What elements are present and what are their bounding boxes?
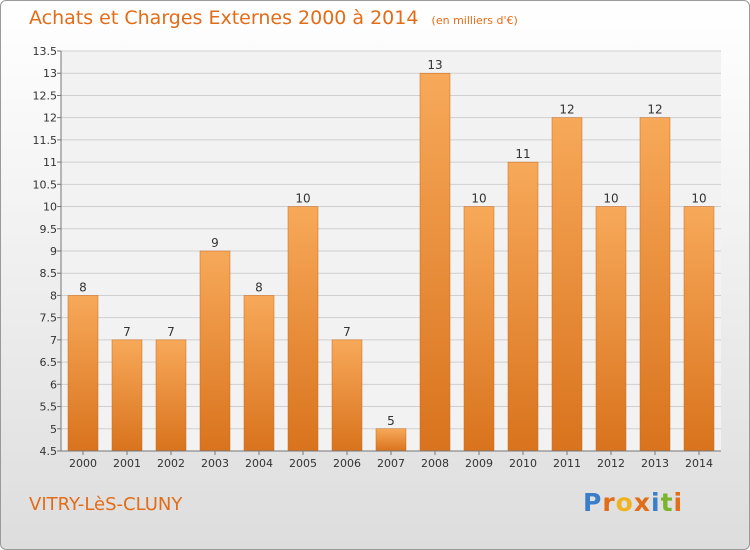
data-label-2002: 7 xyxy=(167,325,175,339)
x-tick-label: 2012 xyxy=(597,457,625,470)
title-row: Achats et Charges Externes 2000 à 2014 (… xyxy=(29,7,518,29)
logo-letter: P xyxy=(583,488,603,517)
axes: 4.5 5 5.5 6 6.5 7 7.5 8 8.5 9 9.5 10 10.5 11 11.5 12 12.… xyxy=(33,45,721,470)
y-tick-label: 7 xyxy=(50,334,57,347)
y-tick-label: 12.5 xyxy=(33,89,58,102)
x-tick-label: 2009 xyxy=(465,457,493,470)
y-tick-label: 6.5 xyxy=(40,356,58,369)
data-label-2005: 10 xyxy=(295,192,310,206)
bar-2002 xyxy=(155,339,187,452)
y-tick-label: 12 xyxy=(43,112,57,125)
y-tick-label: 10.5 xyxy=(33,178,58,191)
chart-title: Achats et Charges Externes 2000 à 2014 xyxy=(29,7,419,29)
x-tick-label: 2004 xyxy=(245,457,273,470)
bar-2014 xyxy=(683,206,715,452)
logo-letter: t xyxy=(660,488,674,517)
data-labels: 8 7 7 9 8 10 7 5 13 10 11 12 10 12 10 xyxy=(79,58,706,428)
x-tick-label: 2008 xyxy=(421,457,449,470)
logo-letter: o xyxy=(615,488,634,517)
bars xyxy=(67,72,715,452)
bar-2003 xyxy=(199,250,231,452)
bar-2009 xyxy=(463,206,495,452)
logo-letter: i xyxy=(651,488,661,517)
data-label-2014: 10 xyxy=(691,192,706,206)
y-tick-label: 6 xyxy=(50,378,57,391)
x-tick-label: 2011 xyxy=(553,457,581,470)
bar-2008 xyxy=(419,72,451,452)
y-tick-label: 5 xyxy=(50,423,57,436)
x-tick-label: 2005 xyxy=(289,457,317,470)
bar-2006 xyxy=(331,339,363,452)
x-tick-label: 2014 xyxy=(685,457,713,470)
y-tick-label: 11.5 xyxy=(33,134,58,147)
chart-unit: (en milliers d'€) xyxy=(431,14,518,27)
data-label-2006: 7 xyxy=(343,325,351,339)
bar-2001 xyxy=(111,339,143,452)
data-label-2004: 8 xyxy=(255,280,263,294)
x-tick-label: 2002 xyxy=(157,457,185,470)
x-tick-label: 2013 xyxy=(641,457,669,470)
data-label-2000: 8 xyxy=(79,280,87,294)
y-tick-label: 9 xyxy=(50,245,57,258)
bar-2004 xyxy=(243,295,275,452)
x-tick-label: 2000 xyxy=(69,457,97,470)
x-tick-label: 2003 xyxy=(201,457,229,470)
y-tick-label: 13.5 xyxy=(33,45,58,58)
y-tick-label: 7.5 xyxy=(40,312,58,325)
x-tick-label: 2001 xyxy=(113,457,141,470)
y-tick-label: 8 xyxy=(50,289,57,302)
data-label-2011: 12 xyxy=(559,103,574,117)
logo-letter: r xyxy=(602,488,616,517)
data-label-2003: 9 xyxy=(211,236,219,250)
data-label-2010: 11 xyxy=(515,147,530,161)
commune-name: VITRY-LèS-CLUNY xyxy=(29,494,183,515)
logo-letter: i xyxy=(673,488,684,517)
bar-2011 xyxy=(551,117,583,452)
x-tick-label: 2006 xyxy=(333,457,361,470)
proxiti-logo[interactable]: Proxiti xyxy=(583,488,683,517)
x-tick-label: 2007 xyxy=(377,457,405,470)
bar-2010 xyxy=(507,161,539,452)
y-tick-label: 4.5 xyxy=(40,445,58,458)
logo-letter: x xyxy=(633,488,651,517)
bar-2000 xyxy=(67,295,99,452)
data-label-2007: 5 xyxy=(387,414,395,428)
bar-2013 xyxy=(639,117,671,452)
x-tick-label: 2010 xyxy=(509,457,537,470)
y-tick-label: 13 xyxy=(43,67,57,80)
y-tick-label: 5.5 xyxy=(40,401,58,414)
data-label-2012: 10 xyxy=(603,192,618,206)
y-tick-label: 10 xyxy=(43,201,57,214)
data-label-2009: 10 xyxy=(471,192,486,206)
y-tick-label: 8.5 xyxy=(40,267,58,280)
bar-2012 xyxy=(595,206,627,452)
data-label-2013: 12 xyxy=(647,103,662,117)
y-tick-label: 11 xyxy=(43,156,57,169)
data-label-2001: 7 xyxy=(123,325,131,339)
bar-2007 xyxy=(375,428,407,452)
data-label-2008: 13 xyxy=(427,58,442,72)
y-tick-label: 9.5 xyxy=(40,223,58,236)
bar-2005 xyxy=(287,206,319,452)
